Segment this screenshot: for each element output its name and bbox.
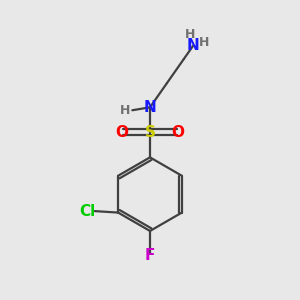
Text: H: H <box>120 104 130 117</box>
Text: N: N <box>187 38 200 53</box>
Text: H: H <box>185 28 195 41</box>
Text: N: N <box>144 100 156 115</box>
Text: O: O <box>172 125 184 140</box>
Text: O: O <box>116 125 128 140</box>
Text: F: F <box>145 248 155 263</box>
Text: S: S <box>145 125 155 140</box>
Text: H: H <box>199 36 209 49</box>
Text: Cl: Cl <box>79 204 95 219</box>
